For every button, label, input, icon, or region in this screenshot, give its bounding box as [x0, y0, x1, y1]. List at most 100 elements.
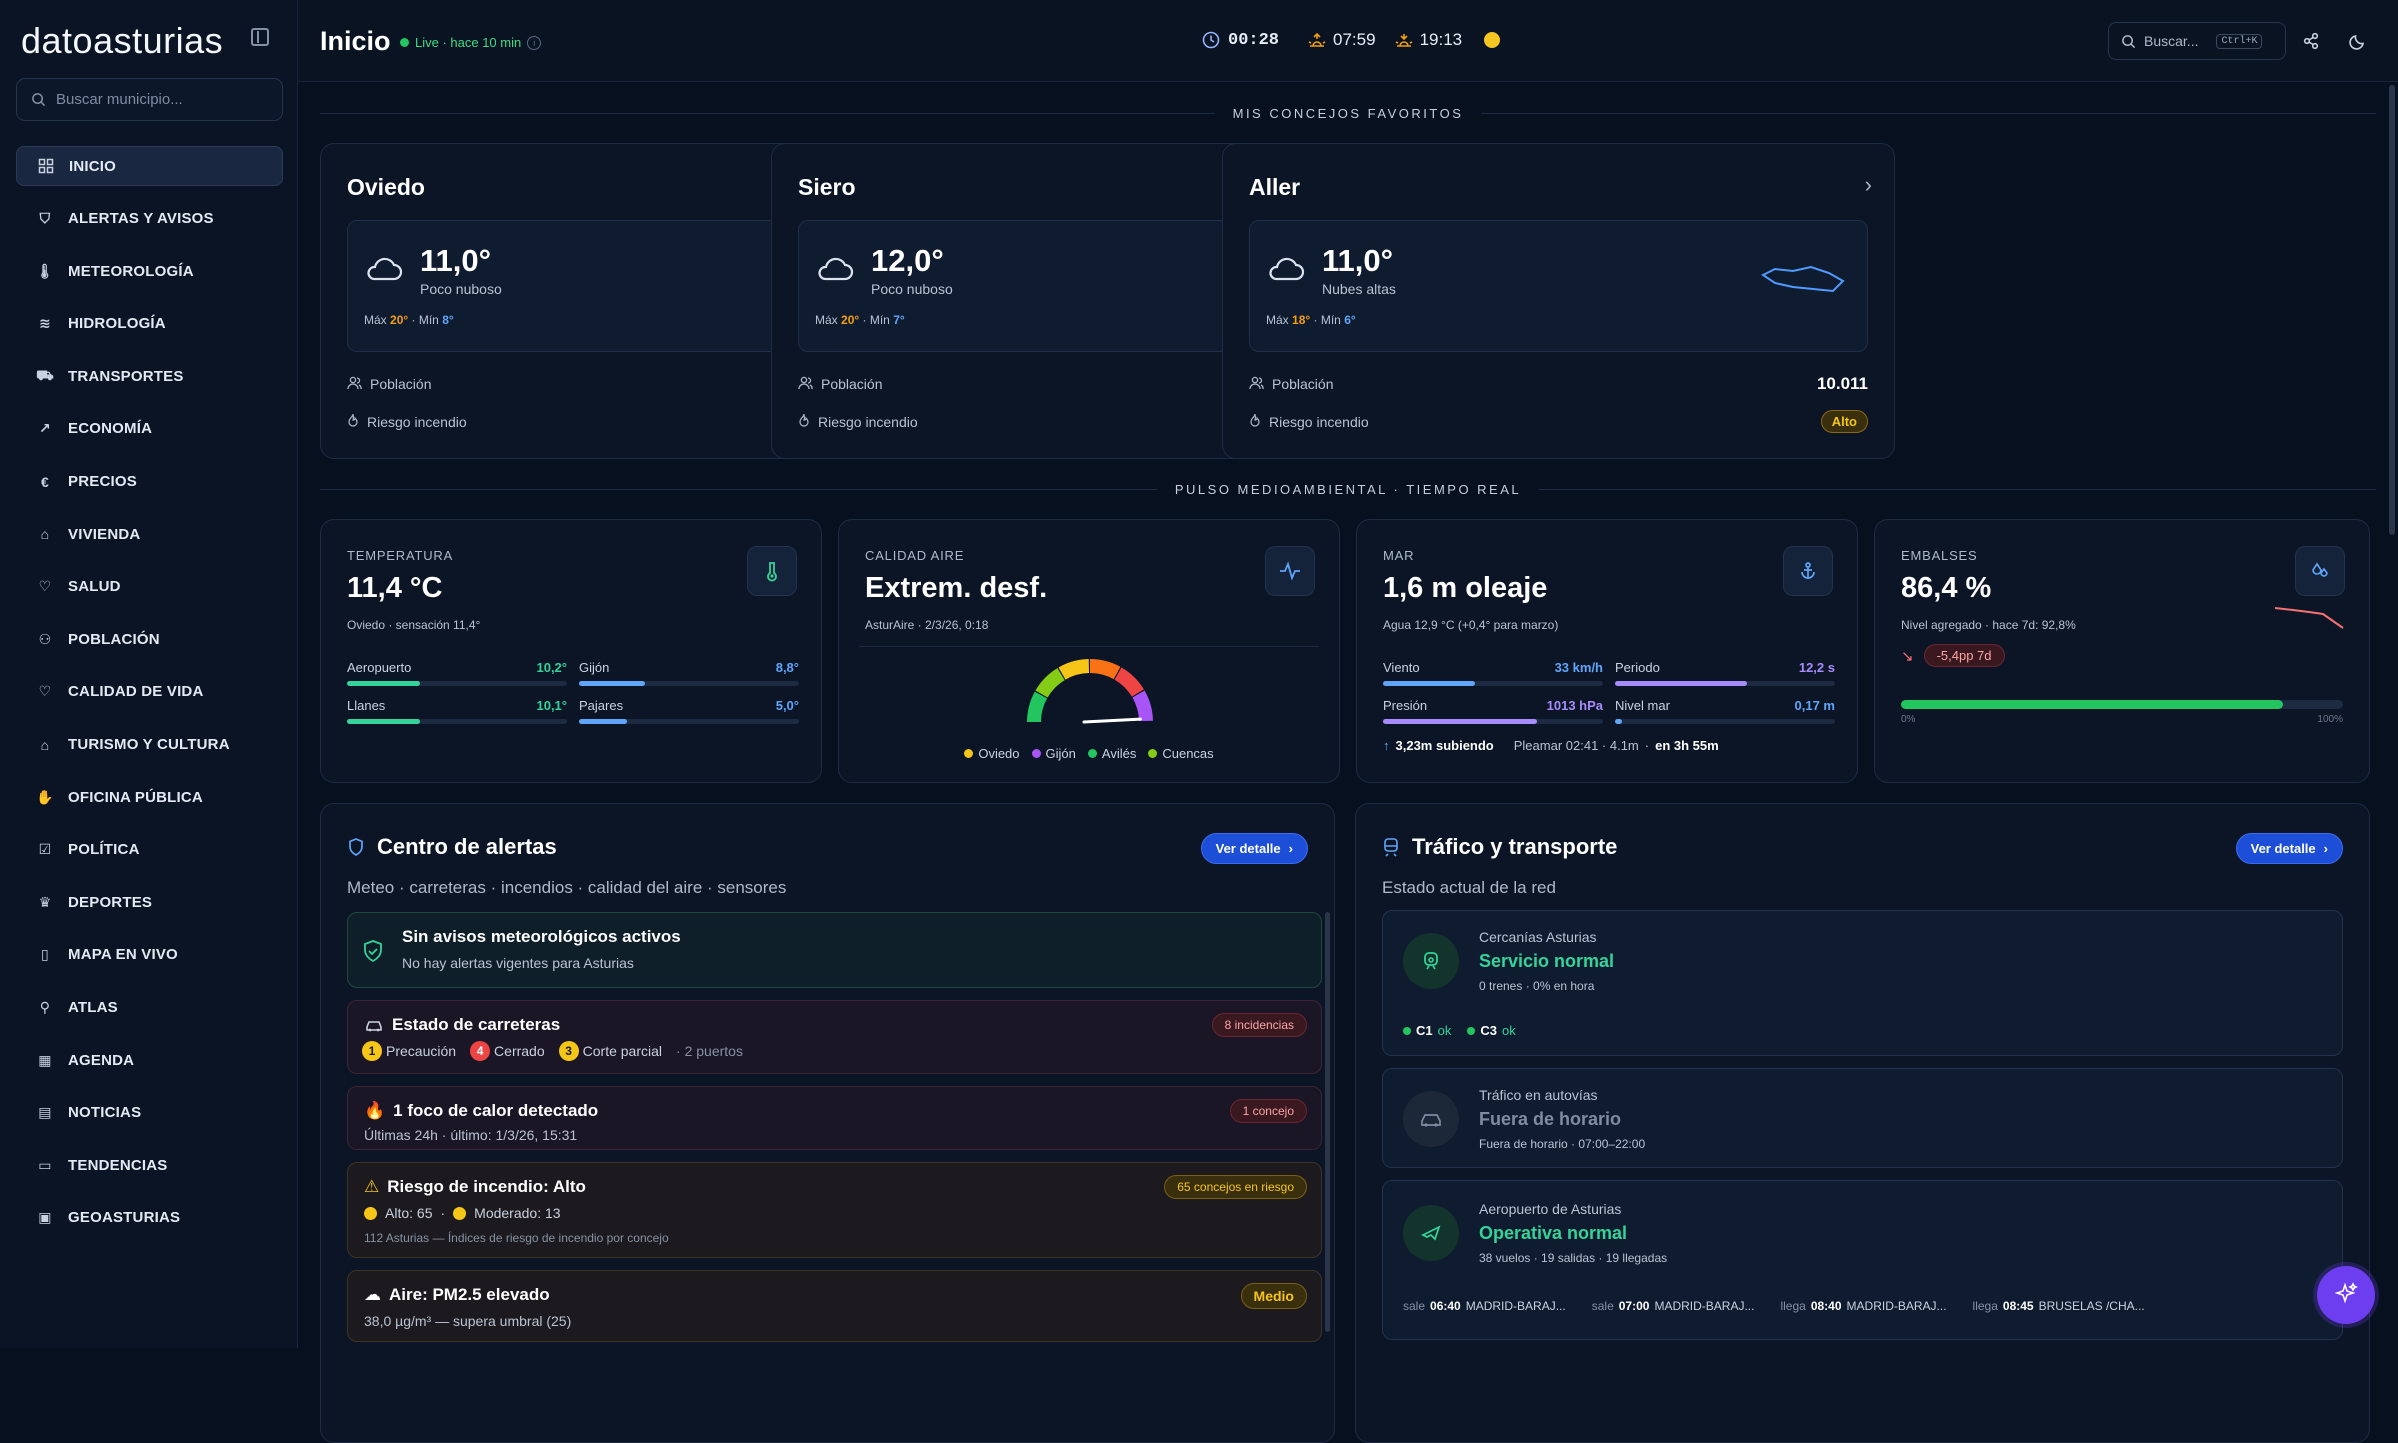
sidebar-item-oficina-pública[interactable]: ✋OFICINA PÚBLICA [16, 777, 283, 817]
calendar-icon: ▦ [36, 1051, 54, 1069]
fire-icon: 🔥 [364, 1101, 385, 1121]
tide-current: 3,23m subiendo [1396, 738, 1494, 753]
reservoirs-card[interactable]: EMBALSES 86,4 % Nivel agregado · hace 7d… [1874, 519, 2370, 783]
sidebar-item-deportes[interactable]: ♛DEPORTES [16, 882, 283, 922]
fire-risk-label: Riesgo incendio [347, 413, 467, 431]
sidebar-item-economía[interactable]: ↗ECONOMÍA [16, 409, 283, 449]
heat-spot-badge: 1 concejo [1230, 1099, 1307, 1123]
air-quality-card[interactable]: CALIDAD AIRE Extrem. desf. AsturAire · 2… [838, 519, 1340, 783]
plane-icon [1403, 1205, 1459, 1261]
sidebar-item-precios[interactable]: €PRECIOS [16, 462, 283, 502]
sidebar-item-label: AGENDA [68, 1052, 134, 1069]
fire-risk-moderate: Moderado: 13 [474, 1205, 560, 1221]
sidebar-item-agenda[interactable]: ▦ AGENDA [16, 1040, 283, 1080]
gauge-segment [1062, 666, 1089, 673]
roads-badge: 8 incidencias [1212, 1013, 1307, 1037]
traffic-detail-button[interactable]: Ver detalle› [2236, 833, 2343, 864]
sidebar-item-label: ALERTAS Y AVISOS [68, 210, 214, 227]
heat-spot-box[interactable]: 🔥 1 foco de calor detectado Últimas 24h … [347, 1086, 1322, 1150]
chevron-right-icon[interactable]: › [1865, 172, 1872, 198]
flight-time: 08:40 [1811, 1299, 1842, 1313]
legend-label: Cuencas [1162, 746, 1213, 761]
rail-line-state: ok [1438, 1023, 1452, 1038]
air-alert-box[interactable]: ☁ Aire: PM2.5 elevado 38,0 µg/m³ — super… [347, 1270, 1322, 1342]
fire-risk-badge: Alto [1821, 410, 1868, 433]
sidebar-item-atlas[interactable]: ⚲ATLAS [16, 988, 283, 1028]
sidebar-item-label: TURISMO Y CULTURA [68, 736, 230, 753]
handshake-icon: ✋ [36, 788, 54, 806]
page-scrollbar[interactable] [2389, 85, 2395, 535]
sidebar-item-transportes[interactable]: ⛟TRANSPORTES [16, 356, 283, 396]
metric-name: Periodo [1615, 660, 1660, 675]
user-pin-icon: ⚲ [36, 999, 54, 1017]
sidebar-item-población[interactable]: ⚇POBLACIÓN [16, 619, 283, 659]
motorway-sub: Fuera de horario · 07:00–22:00 [1479, 1137, 1645, 1151]
sidebar-item-alertas-y-avisos[interactable]: ⛉ALERTAS Y AVISOS [16, 199, 283, 239]
heart-icon: ♡ [36, 683, 54, 701]
sidebar-item-vivienda[interactable]: ⌂VIVIENDA [16, 514, 283, 554]
info-icon[interactable]: i [527, 36, 541, 50]
tide-info: ↑ 3,23m subiendo Pleamar 02:41 · 4.1m · … [1383, 738, 1719, 753]
pulse-heading: PULSO MEDIOAMBIENTAL · TIEMPO REAL [1175, 482, 1521, 497]
fire-risk-box[interactable]: ⚠ Riesgo de incendio: Alto 65 concejos e… [347, 1162, 1322, 1258]
rail-box[interactable]: Cercanías Asturias Servicio normal 0 tre… [1382, 910, 2343, 1056]
legend-label: Gijón [1046, 746, 1076, 761]
share-icon[interactable] [2301, 31, 2321, 51]
sunset-time: 19:13 [1420, 30, 1463, 50]
road-status-label: Cerrado [494, 1043, 545, 1059]
airport-box[interactable]: Aeropuerto de Asturias Operativa normal … [1382, 1180, 2343, 1340]
sidebar-item-noticias[interactable]: ▤NOTICIAS [16, 1093, 283, 1133]
sidebar-item-salud[interactable]: ♡SALUD [16, 567, 283, 607]
fire-risk-badge: 65 concejos en riesgo [1164, 1175, 1307, 1199]
alerts-center-card: Centro de alertas Meteo · carreteras · i… [320, 803, 1335, 1443]
main-content: MIS CONCEJOS FAVORITOS Oviedo›11,0°Poco … [298, 83, 2398, 1348]
municipality-search-input[interactable] [56, 91, 276, 108]
sidebar-item-meteorología[interactable]: 🌡METEOROLOGÍA [16, 251, 283, 291]
weather-alerts-box[interactable]: Sin avisos meteorológicos activos No hay… [347, 912, 1322, 988]
favorites-heading: MIS CONCEJOS FAVORITOS [1233, 106, 1464, 121]
temperature-card[interactable]: TEMPERATURA 11,4 °C Oviedo · sensación 1… [320, 519, 822, 783]
municipality-search[interactable] [16, 78, 283, 121]
fire-risk-label-text: Riesgo incendio [367, 414, 467, 430]
dark-mode-icon[interactable] [2348, 31, 2368, 51]
sunset: 19:13 [1394, 30, 1463, 50]
sidebar-item-geoasturias[interactable]: ▣GEOASTURIAS [16, 1198, 283, 1238]
alerts-detail-button[interactable]: Ver detalle› [1201, 833, 1308, 864]
assistant-button[interactable] [2317, 1266, 2375, 1324]
sidebar-item-inicio[interactable]: INICIO [16, 146, 283, 186]
collapse-sidebar-icon[interactable] [251, 28, 269, 46]
newspaper-icon: ▤ [36, 1104, 54, 1122]
fire-risk-label: Riesgo incendio [1249, 413, 1369, 431]
sidebar-item-label: CALIDAD DE VIDA [68, 683, 204, 700]
app-logo[interactable]: datoasturias [21, 20, 223, 62]
flight-kind: sale [1592, 1299, 1614, 1313]
alerts-scrollbar[interactable] [1325, 912, 1330, 1332]
sidebar-item-hidrología[interactable]: ≋HIDROLOGÍA [16, 304, 283, 344]
air-alert-title: ☁ Aire: PM2.5 elevado [364, 1285, 550, 1305]
gauge-segment [1042, 674, 1062, 694]
metric-name: Gijón [579, 660, 609, 675]
sidebar-item-calidad-de-vida[interactable]: ♡ CALIDAD DE VIDA [16, 672, 283, 712]
air-alert-badge: Medio [1241, 1283, 1307, 1309]
sidebar-item-tendencias[interactable]: ▭TENDENCIAS [16, 1145, 283, 1185]
global-search[interactable]: Buscar... Ctrl+K [2108, 22, 2286, 60]
sidebar-item-label: TRANSPORTES [68, 368, 184, 385]
sea-card[interactable]: MAR 1,6 m oleaje Agua 12,9 °C (+0,4° par… [1356, 519, 1858, 783]
motorway-box[interactable]: Tráfico en autovías Fuera de horario Fue… [1382, 1068, 2343, 1168]
search-icon [31, 92, 46, 107]
flight-time: 08:45 [2003, 1299, 2034, 1313]
metric-bar [1615, 681, 1835, 686]
sidebar-item-política[interactable]: ☑POLÍTICA [16, 830, 283, 870]
sidebar-item-mapa-en-vivo[interactable]: ▯MAPA EN VIVO [16, 935, 283, 975]
sidebar-item-turismo-y-cultura[interactable]: ⌂TURISMO Y CULTURA [16, 725, 283, 765]
